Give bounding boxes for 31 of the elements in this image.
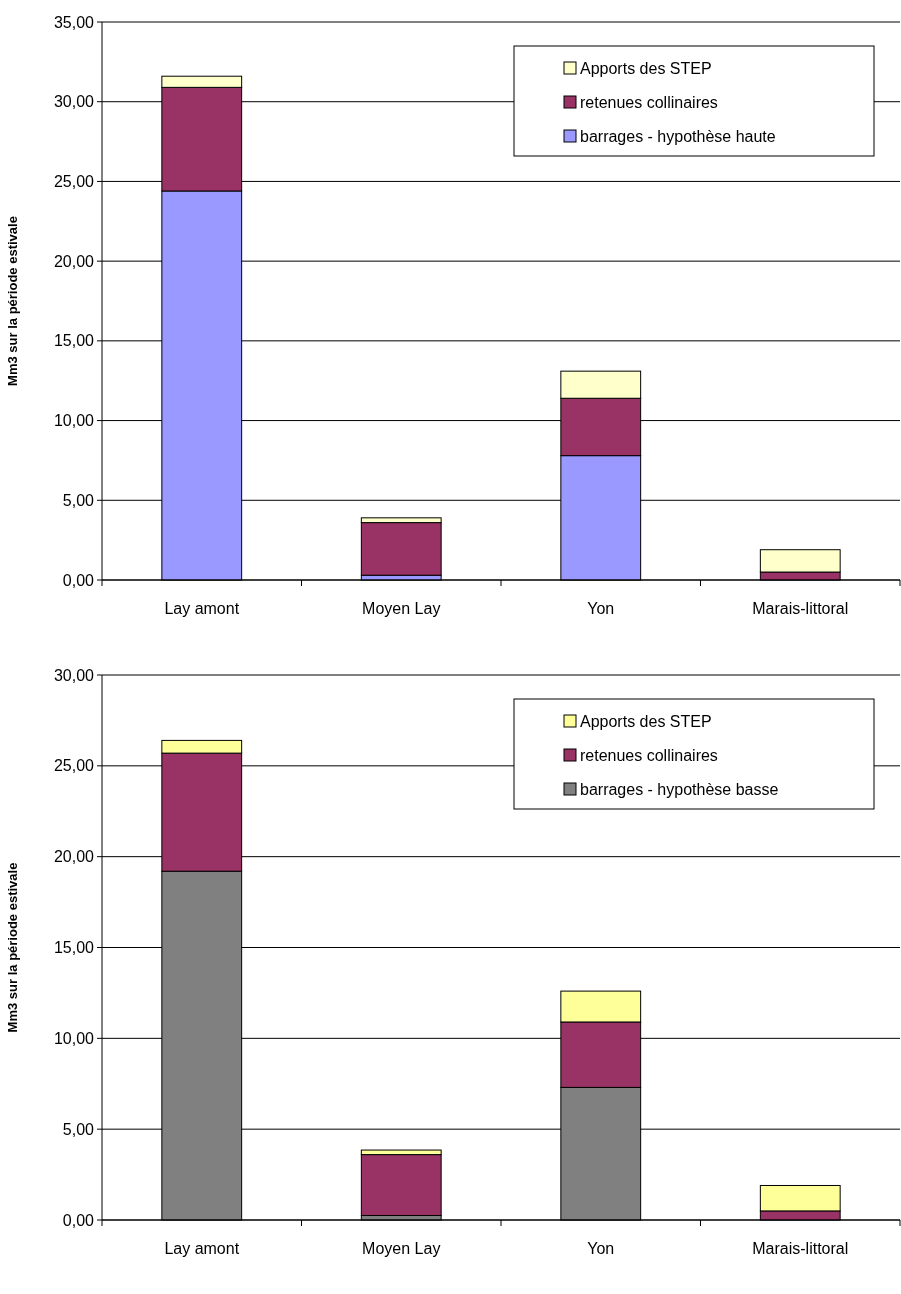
legend-label: Apports des STEP <box>580 712 712 730</box>
x-tick-label: Moyen Lay <box>362 600 441 617</box>
legend-label: barrages - hypothèse basse <box>580 780 779 798</box>
y-tick-label: 0,00 <box>62 571 95 589</box>
y-tick-label: 25,00 <box>53 757 95 775</box>
x-tick-label: Marais-littoral <box>752 600 849 617</box>
x-tick-label: Marais-littoral <box>752 1240 849 1257</box>
y-tick-label: 30,00 <box>53 93 95 111</box>
y-tick-label: 20,00 <box>53 848 95 866</box>
legend-label: retenues collinaires <box>580 746 718 764</box>
y-tick-label: 5,00 <box>62 491 95 509</box>
y-tick-label: 15,00 <box>53 332 95 350</box>
x-tick-label: Lay amont <box>164 600 240 617</box>
y-tick-label: 5,00 <box>62 1120 95 1138</box>
y-tick-label: 30,00 <box>53 666 95 684</box>
y-tick-label: 10,00 <box>53 412 95 430</box>
y-tick-label: 10,00 <box>53 1029 95 1047</box>
y-axis-title: Mm3 sur la période estivale <box>5 216 20 386</box>
x-tick-label: Yon <box>587 1240 615 1257</box>
y-tick-label: 25,00 <box>53 173 95 191</box>
y-tick-label: 0,00 <box>62 1211 95 1229</box>
y-tick-label: 35,00 <box>53 13 95 31</box>
legend-label: Apports des STEP <box>580 59 712 77</box>
x-tick-label: Yon <box>587 600 615 617</box>
legend-label: retenues collinaires <box>580 93 718 111</box>
y-axis-title: Mm3 sur la période estivale <box>5 862 20 1033</box>
y-tick-label: 15,00 <box>53 939 95 957</box>
x-tick-label: Moyen Lay <box>362 1240 441 1257</box>
legend-label: barrages - hypothèse haute <box>580 127 776 145</box>
y-tick-label: 20,00 <box>53 252 95 270</box>
x-tick-label: Lay amont <box>164 1240 240 1257</box>
